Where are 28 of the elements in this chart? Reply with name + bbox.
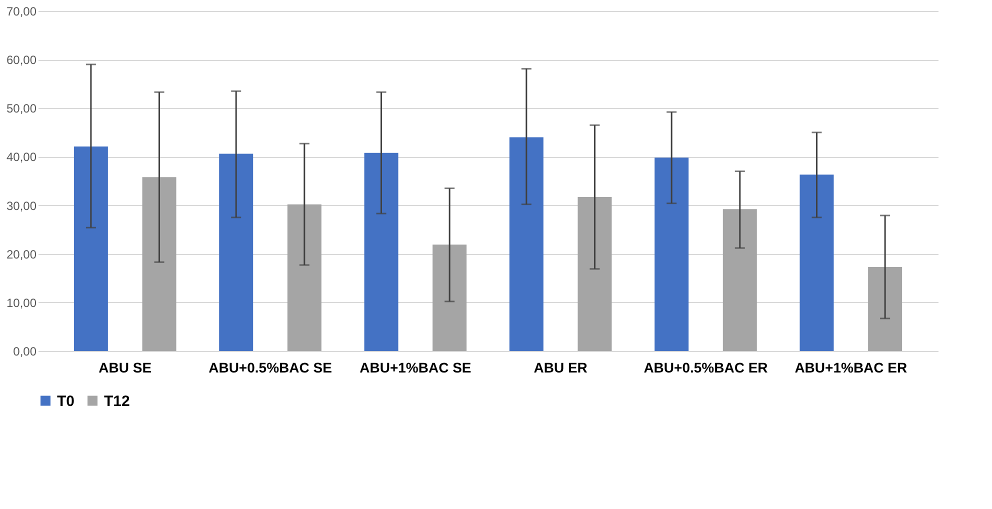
y-tick-label: 60,00 bbox=[6, 53, 37, 68]
bar bbox=[800, 174, 834, 351]
legend-label: T0 bbox=[57, 392, 75, 410]
y-tick-label: 0,00 bbox=[13, 344, 37, 358]
y-tick-label: 20,00 bbox=[6, 247, 37, 262]
y-tick-label: 50,00 bbox=[6, 102, 37, 116]
legend-label: T12 bbox=[104, 392, 130, 410]
bar bbox=[722, 209, 757, 351]
bar bbox=[578, 197, 612, 351]
x-tick-label: ABU+1%BAC SE bbox=[360, 360, 472, 376]
bar bbox=[74, 146, 108, 351]
bar bbox=[654, 158, 689, 351]
x-tick-label: ABU SE bbox=[98, 360, 152, 376]
x-tick-label: ABU+0.5%BAC ER bbox=[644, 360, 768, 376]
x-tick-label: ABU+1%BAC ER bbox=[794, 360, 908, 376]
y-tick-label: 10,00 bbox=[6, 296, 37, 310]
x-tick-label: ABU+0.5%BAC SE bbox=[208, 360, 332, 376]
bar bbox=[142, 177, 176, 351]
bar bbox=[509, 137, 544, 351]
y-tick-label: 30,00 bbox=[6, 198, 37, 213]
bar bbox=[219, 154, 254, 351]
x-tick-label: ABU ER bbox=[534, 360, 588, 376]
bar bbox=[432, 244, 467, 351]
bar bbox=[868, 266, 902, 351]
y-tick-label: 70,00 bbox=[6, 4, 37, 18]
y-tick-label: 40,00 bbox=[6, 150, 37, 164]
bar bbox=[364, 152, 398, 351]
bar bbox=[287, 204, 322, 351]
